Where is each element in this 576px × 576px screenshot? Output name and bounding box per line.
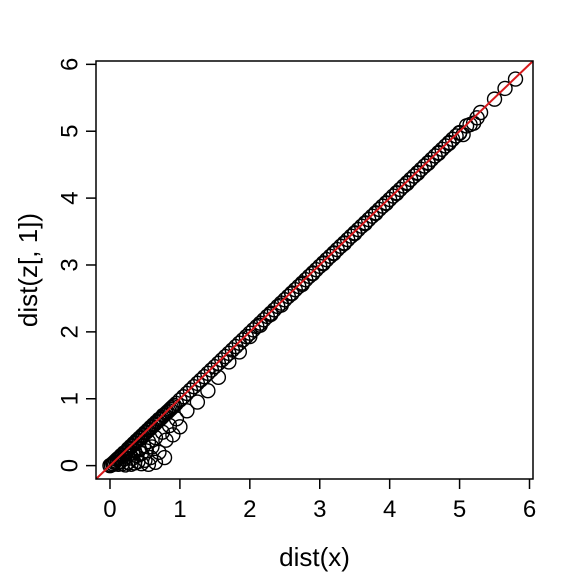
data-points xyxy=(102,71,524,474)
data-point-102 xyxy=(221,354,237,370)
data-point-198 xyxy=(486,91,503,107)
data-point-69 xyxy=(156,449,173,466)
y-axis-title: dist(z[, 1]) xyxy=(13,213,43,327)
x-tick-label-3: 3 xyxy=(313,496,326,523)
y-tick-label-3: 3 xyxy=(57,258,84,271)
data-point-87 xyxy=(179,403,195,419)
y-tick-label-4: 4 xyxy=(57,191,84,204)
x-axis: 0 1 2 3 4 5 6 xyxy=(103,479,536,523)
y-tick-label-5: 5 xyxy=(57,125,84,138)
data-point-197 xyxy=(472,104,489,121)
data-point-84 xyxy=(172,419,188,435)
data-point-189 xyxy=(448,128,464,144)
plot-frame xyxy=(95,60,534,480)
data-point-106 xyxy=(231,344,248,360)
x-tick-label-4: 4 xyxy=(383,496,396,523)
y-tick-label-0: 0 xyxy=(57,459,84,472)
y-tick-label-6: 6 xyxy=(57,58,84,71)
data-point-82 xyxy=(168,411,185,427)
data-point-50 xyxy=(140,456,157,472)
y-tick-label-2: 2 xyxy=(57,325,84,338)
data-point-90 xyxy=(189,394,206,410)
x-axis-title: dist(x) xyxy=(279,542,350,572)
data-point-59 xyxy=(147,454,164,470)
x-tick-label-0: 0 xyxy=(103,496,116,523)
y-axis: 0 1 2 3 4 5 6 xyxy=(57,58,96,472)
x-tick-label-6: 6 xyxy=(523,496,536,523)
data-point-200 xyxy=(507,71,524,87)
identity-reference-line xyxy=(95,60,534,480)
x-tick-label-1: 1 xyxy=(173,496,186,523)
data-point-77 xyxy=(163,400,180,416)
data-point-199 xyxy=(497,80,513,97)
data-point-94 xyxy=(200,383,216,399)
y-tick-label-1: 1 xyxy=(57,392,84,405)
x-tick-label-5: 5 xyxy=(453,496,466,523)
x-tick-label-2: 2 xyxy=(243,496,256,523)
data-point-64 xyxy=(151,444,167,460)
